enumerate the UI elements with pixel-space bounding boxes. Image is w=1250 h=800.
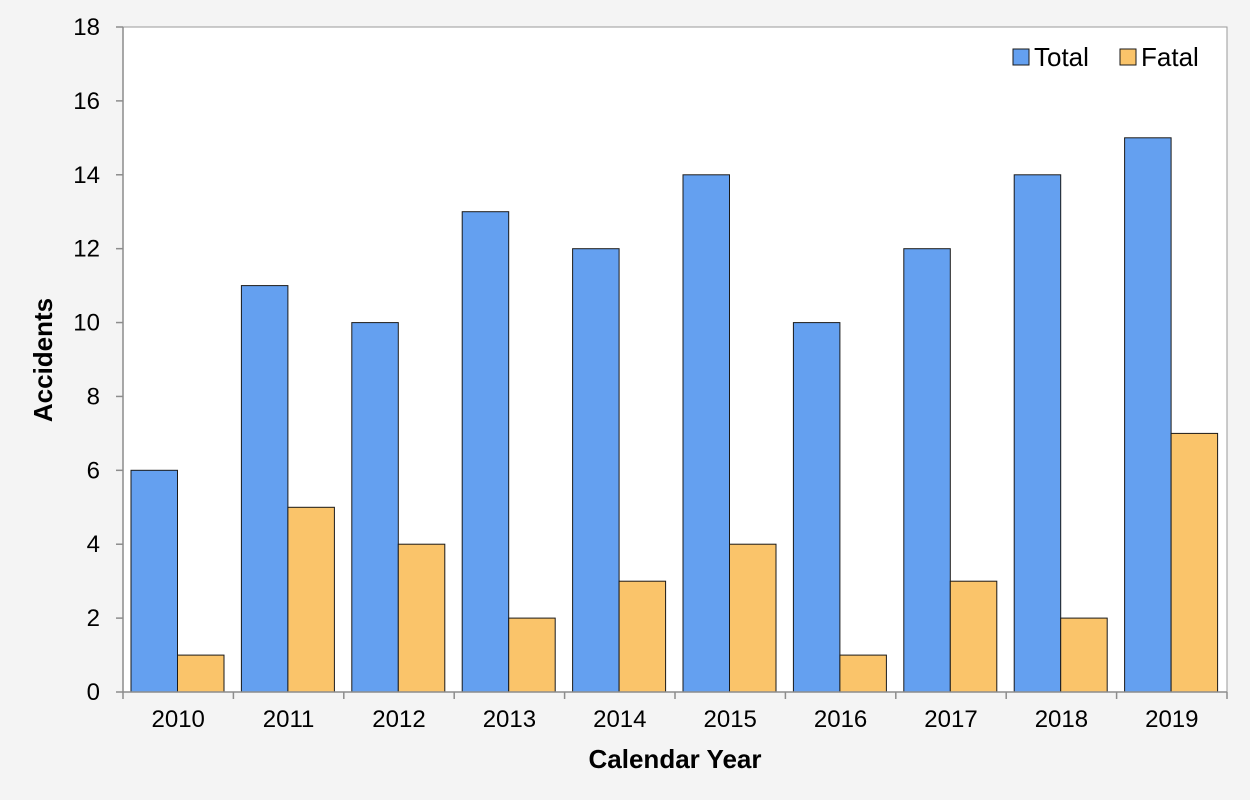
legend-label-fatal: Fatal	[1141, 42, 1199, 72]
bar-fatal-2015	[729, 543, 777, 693]
bar-total-2014	[572, 248, 620, 693]
bar-total-2012	[351, 322, 399, 693]
x-tick-label-2013: 2013	[483, 706, 536, 733]
bar-total-2019	[1124, 137, 1172, 693]
bar-fatal-2016	[839, 654, 887, 693]
bar-fatal-2014	[618, 580, 667, 693]
x-tick-label-2014: 2014	[593, 706, 646, 733]
y-tick-label-4: 4	[87, 531, 100, 558]
x-tick-label-2010: 2010	[152, 706, 205, 733]
y-tick-label-6: 6	[87, 457, 100, 484]
bar-total-2013	[461, 211, 510, 693]
bar-total-2017	[903, 248, 951, 693]
bar-fatal-2010	[177, 654, 225, 693]
bar-fatal-2011	[287, 506, 335, 693]
y-tick-label-0: 0	[87, 679, 100, 706]
x-tick-label-2011: 2011	[263, 706, 315, 733]
bar-total-2016	[792, 322, 841, 693]
bar-fatal-2013	[508, 617, 556, 693]
x-tick-label-2015: 2015	[704, 706, 757, 733]
y-tick-label-10: 10	[73, 310, 100, 337]
ticks-layer: 0 2 4 6 8 10 12 14 16 18 2010 2011 2012 2013 2014 2015 2…	[73, 14, 1228, 733]
legend: Total Fatal	[1012, 42, 1199, 72]
bar-total-2018	[1013, 174, 1062, 693]
x-tick-label-2018: 2018	[1035, 706, 1088, 733]
bar-fatal-2019	[1170, 432, 1219, 693]
y-tick-label-2: 2	[87, 605, 100, 632]
y-tick-label-16: 16	[73, 88, 100, 115]
y-tick-label-8: 8	[87, 383, 100, 410]
x-tick-label-2017: 2017	[924, 706, 977, 733]
x-tick-label-2012: 2012	[372, 706, 425, 733]
legend-swatch-fatal	[1119, 48, 1137, 66]
x-tick-label-2016: 2016	[814, 706, 867, 733]
y-tick-label-12: 12	[73, 236, 100, 263]
y-tick-label-14: 14	[73, 162, 100, 189]
bar-total-2011	[240, 285, 289, 693]
x-axis-title: Calendar Year	[589, 744, 762, 774]
bar-fatal-2018	[1060, 617, 1108, 693]
bar-fatal-2012	[397, 543, 446, 693]
bar-total-2010	[130, 469, 178, 693]
y-axis-title: Accidents	[28, 298, 58, 422]
bar-total-2015	[682, 174, 730, 693]
y-tick-label-18: 18	[73, 14, 100, 41]
legend-label-total: Total	[1034, 42, 1089, 72]
legend-swatch-total	[1012, 48, 1030, 66]
bar-fatal-2017	[949, 580, 998, 693]
bars-layer	[130, 137, 1219, 693]
x-tick-label-2019: 2019	[1145, 706, 1198, 733]
